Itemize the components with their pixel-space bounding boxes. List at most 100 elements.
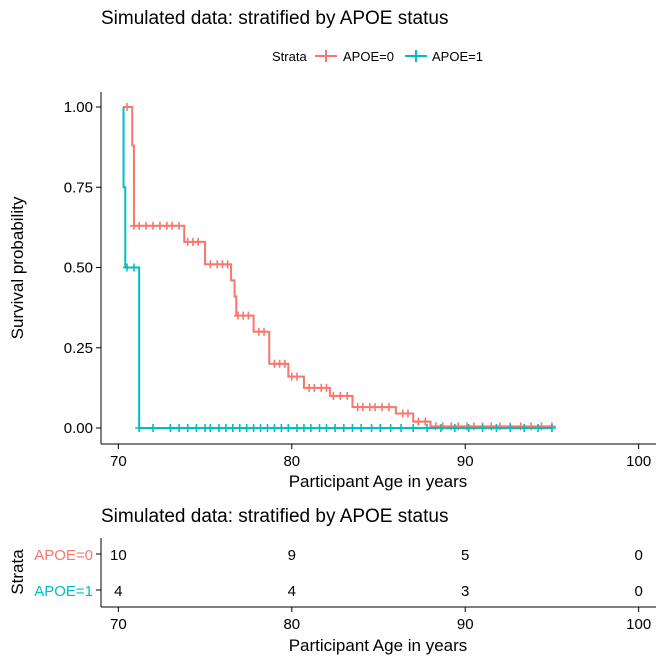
risk-count: 10 — [110, 547, 127, 564]
censor-mark-apoe1 — [242, 424, 251, 432]
censor-mark-apoe0 — [414, 417, 423, 426]
risk-x-tick-label: 70 — [110, 616, 127, 633]
censor-mark-apoe1 — [123, 263, 132, 272]
risk-count: 5 — [461, 547, 469, 564]
censor-mark-apoe0 — [377, 403, 386, 412]
censor-mark-apoe0 — [194, 237, 203, 246]
censor-mark-apoe0 — [438, 422, 447, 431]
censor-mark-apoe1 — [386, 424, 395, 432]
risk-axes — [100, 538, 656, 608]
censor-mark-apoe1 — [166, 424, 175, 432]
censor-mark-apoe1 — [534, 424, 543, 432]
censor-mark-apoe1 — [367, 424, 376, 432]
censor-mark-apoe1 — [478, 424, 487, 432]
survival-line-apoe1 — [122, 107, 552, 429]
risk-count: 0 — [634, 583, 642, 600]
risk-rows: APOE=0 10 9 5 0 APOE=1 4 4 3 0 — [34, 547, 643, 600]
censor-mark-apoe1 — [331, 424, 340, 432]
risk-y-axis-title: Strata — [8, 549, 27, 595]
y-tick-label: 0.25 — [64, 340, 93, 357]
censor-mark-apoe1 — [506, 424, 515, 432]
censor-mark-apoe0 — [516, 422, 525, 431]
censor-mark-apoe0 — [244, 311, 253, 320]
risk-count: 9 — [288, 547, 296, 564]
censor-mark-apoe0 — [155, 221, 164, 230]
censor-mark-apoe1 — [450, 424, 459, 432]
censor-mark-apoe1 — [135, 424, 144, 432]
x-tick-label: 90 — [457, 453, 474, 470]
censor-mark-apoe1 — [129, 263, 138, 272]
legend-label-apoe0: APOE=0 — [343, 49, 394, 64]
censor-mark-apoe0 — [292, 372, 301, 381]
y-tick-label: 0.00 — [64, 420, 93, 437]
y-tick-label: 0.50 — [64, 260, 93, 277]
censor-mark-apoe0 — [403, 409, 412, 418]
legend-title: Strata — [272, 49, 307, 64]
censor-mark-apoe1 — [249, 424, 258, 432]
censor-mark-apoe1 — [175, 424, 184, 432]
censor-mark-apoe1 — [183, 424, 192, 432]
censor-mark-apoe1 — [299, 424, 308, 432]
censor-mark-apoe0 — [206, 260, 215, 269]
censor-mark-apoe1 — [214, 424, 223, 432]
censor-mark-apoe1 — [292, 424, 301, 432]
risk-x-tick-label: 100 — [626, 616, 651, 633]
censor-mark-apoe1 — [192, 424, 201, 432]
censor-mark-apoe0 — [495, 422, 504, 431]
x-ticks: 70 80 90 100 — [110, 444, 651, 470]
censor-mark-apoe1 — [315, 424, 324, 432]
risk-row-label-apoe0: APOE=0 — [34, 547, 93, 564]
censor-mark-apoe0 — [223, 260, 232, 269]
risk-x-axis-title: Participant Age in years — [289, 636, 468, 655]
censor-mark-apoe1 — [322, 424, 331, 432]
risk-table-title: Simulated data: stratified by APOE statu… — [101, 506, 448, 527]
censor-mark-apoe0 — [537, 422, 546, 431]
censor-mark-apoe1 — [423, 424, 432, 432]
censor-mark-apoe0 — [135, 221, 144, 230]
censor-mark-apoe1 — [397, 424, 406, 432]
censor-mark-apoe0 — [384, 403, 393, 412]
y-ticks: 0.00 0.25 0.50 0.75 1.00 — [64, 99, 101, 437]
censor-mark-apoe1 — [284, 424, 293, 432]
censor-mark-apoe1 — [436, 424, 445, 432]
plot-title: Simulated data: stratified by APOE statu… — [101, 8, 448, 29]
censor-mark-apoe0 — [322, 383, 331, 392]
censor-mark-apoe0 — [343, 391, 352, 400]
censor-mark-apoe1 — [306, 424, 315, 432]
censor-mark-apoe0 — [462, 422, 471, 431]
censor-mark-apoe0 — [142, 221, 151, 230]
censor-mark-apoe1 — [409, 424, 418, 432]
censor-mark-apoe0 — [310, 383, 319, 392]
censor-mark-apoe0 — [329, 391, 338, 400]
censor-mark-apoe0 — [421, 417, 430, 426]
risk-count: 0 — [634, 547, 642, 564]
censor-mark-apoe1 — [492, 424, 501, 432]
censor-mark-apoe1 — [376, 424, 385, 432]
censor-mark-apoe0 — [431, 422, 440, 431]
censor-mark-apoe0 — [280, 359, 289, 368]
censor-mark-apoe1 — [235, 424, 244, 432]
censor-mark-apoe1 — [228, 424, 237, 432]
censor-mark-apoe1 — [270, 424, 279, 432]
survival-line-apoe0 — [123, 106, 552, 428]
legend: Strata APOE=0 APOE=1 — [272, 49, 483, 64]
risk-x-tick-label: 90 — [457, 616, 474, 633]
censor-mark-apoe0 — [175, 221, 184, 230]
y-tick-label: 0.75 — [64, 179, 93, 196]
censor-mark-apoe1 — [221, 424, 230, 432]
censor-mark-apoe1 — [277, 424, 286, 432]
censor-mark-apoe1 — [149, 424, 158, 432]
censor-mark-apoe0 — [527, 422, 536, 431]
censor-mark-apoe0 — [487, 422, 496, 431]
x-tick-label: 70 — [110, 453, 127, 470]
risk-row-label-apoe1: APOE=1 — [34, 583, 93, 600]
y-axis-title: Survival probability — [8, 196, 27, 339]
censor-mark-apoe0 — [447, 422, 456, 431]
censor-mark-apoe0 — [371, 403, 380, 412]
censor-mark-apoe1 — [520, 424, 529, 432]
x-tick-label: 80 — [283, 453, 300, 470]
x-axis-title: Participant Age in years — [289, 472, 468, 491]
censor-mark-apoe1 — [348, 424, 357, 432]
censor-mark-apoe0 — [149, 221, 158, 230]
